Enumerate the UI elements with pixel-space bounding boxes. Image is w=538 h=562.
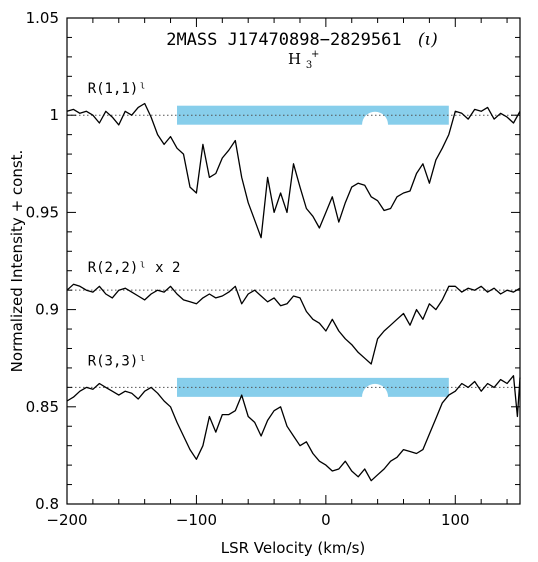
y-tick-label: 1 [49,106,59,124]
band-notch [362,111,389,138]
x-tick-label: −100 [176,511,217,529]
species-label: H 3 + [288,49,319,72]
spectrum-line [66,375,521,482]
x-tick-label: 0 [321,511,331,529]
transition-label: R(1,1)ˡ [88,81,147,97]
y-tick-label: 1.05 [26,9,59,27]
x-tick-labels: −200 −100 0 100 [46,511,469,529]
spectrum-line [66,283,521,365]
spectra-lines [66,102,521,482]
species-superscript: + [311,49,319,60]
transition-label: R(2,2)ˡ x 2 [88,260,181,276]
title-tag: (ι) [418,30,438,50]
band-notch [362,383,389,410]
transition-labels: R(1,1)ˡ R(2,2)ˡ x 2 R(3,3)ˡ [88,81,181,369]
species-subscript: 3 [306,60,312,71]
baselines [67,114,520,388]
velocity-bands [177,105,449,410]
x-axis-label: LSR Velocity (km/s) [221,539,366,557]
y-tick-label: 0.9 [35,301,59,319]
title-text: 2MASS J17470898−2829561 [166,30,401,50]
y-tick-label: 0.8 [35,495,59,513]
y-tick-label: 0.85 [26,398,59,416]
transition-label: R(3,3)ˡ [88,353,147,369]
x-tick-label: −200 [46,511,87,529]
y-axis-label: Normalized Intensity + const. [8,150,26,373]
y-tick-label: 0.95 [26,203,59,221]
x-tick-label: 100 [441,511,470,529]
plot-frame [66,17,521,505]
y-tick-labels: 0.8 0.85 0.9 0.95 1 1.05 [26,9,59,513]
spectrum-line [66,102,521,239]
chart-title: 2MASS J17470898−2829561 (ι) [166,30,438,50]
species-base: H [288,50,301,68]
